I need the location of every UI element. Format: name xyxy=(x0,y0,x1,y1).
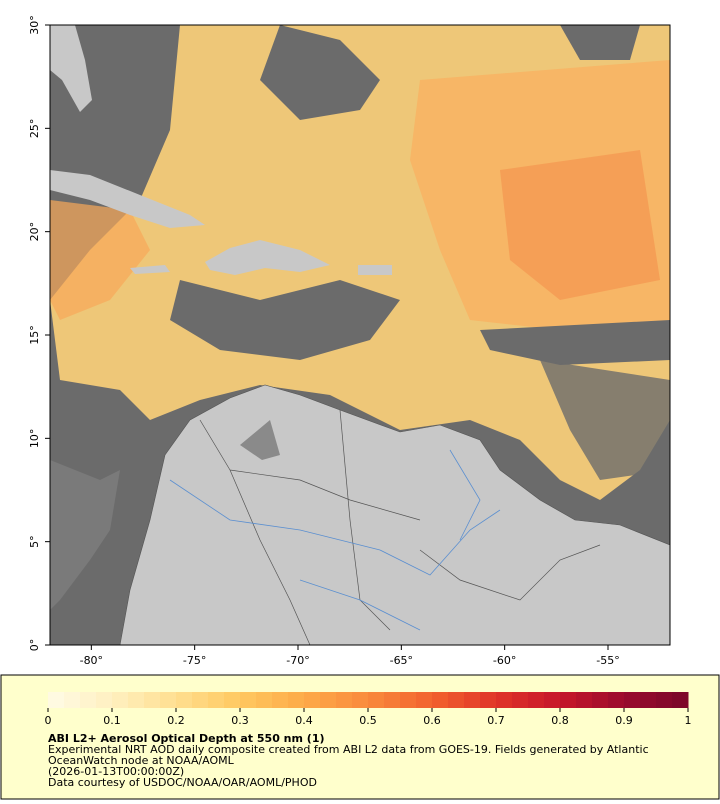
lake xyxy=(240,420,280,460)
colorbar-segment xyxy=(272,692,289,708)
x-tick-label: -70° xyxy=(286,654,309,667)
y-tick-label: 20° xyxy=(28,222,41,242)
colorbar-segment xyxy=(64,692,81,708)
colorbar-segment xyxy=(656,692,673,708)
colorbar-segment xyxy=(208,692,225,708)
colorbar-segment xyxy=(368,692,385,708)
land xyxy=(358,265,392,275)
land xyxy=(50,170,205,228)
y-tick-label: 25° xyxy=(28,119,41,139)
map xyxy=(49,24,671,646)
colorbar-tick-label: 0.3 xyxy=(231,714,249,727)
land xyxy=(50,460,120,610)
aerosol-haze xyxy=(50,200,150,320)
colorbar-segment xyxy=(592,692,609,708)
colorbar-tick-label: 0.5 xyxy=(359,714,377,727)
river xyxy=(169,449,501,631)
y-tick-label: 30° xyxy=(28,15,41,35)
y-tick-label: 10° xyxy=(28,429,41,449)
colorbar-tick-label: 0.8 xyxy=(551,714,569,727)
colorbar-segment xyxy=(128,692,145,708)
colorbar-tick-label: 0.1 xyxy=(103,714,121,727)
caption-line: Data courtesy of USDOC/NOAA/OAR/AOML/PHO… xyxy=(48,776,317,789)
colorbar-tick-label: 0.2 xyxy=(167,714,185,727)
colorbar: 0 0.1 0.2 0.3 0.4 0.5 0.6 0.7 0.8 0.9 1 xyxy=(45,692,692,727)
colorbar-segment xyxy=(576,692,593,708)
caption-line: (2026-01-13T00:00:00Z) xyxy=(48,765,184,778)
colorbar-segment xyxy=(384,692,401,708)
colorbar-segment xyxy=(176,692,193,708)
cloud xyxy=(560,25,640,60)
colorbar-segment xyxy=(608,692,625,708)
colorbar-segment xyxy=(256,692,273,708)
cloud xyxy=(540,360,670,480)
colorbar-tick-label: 0.4 xyxy=(295,714,313,727)
x-tick-label: -75° xyxy=(183,654,206,667)
colorbar-segment xyxy=(160,692,177,708)
colorbar-tick-label: 0.9 xyxy=(615,714,633,727)
colorbar-tick-label: 0 xyxy=(45,714,52,727)
colorbar-segment xyxy=(640,692,657,708)
y-tick-label: 0° xyxy=(28,639,41,652)
colorbar-segment xyxy=(624,692,641,708)
colorbar-segment xyxy=(400,692,417,708)
colorbar-segment xyxy=(560,692,577,708)
colorbar-segment xyxy=(80,692,97,708)
x-tick-label: -80° xyxy=(80,654,103,667)
colorbar-segment xyxy=(448,692,465,708)
colorbar-segment xyxy=(96,692,113,708)
colorbar-segment xyxy=(288,692,305,708)
y-tick-label: 5° xyxy=(28,535,41,548)
colorbar-segment xyxy=(432,692,449,708)
colorbar-segment xyxy=(544,692,561,708)
colorbar-segment xyxy=(48,692,65,708)
land xyxy=(205,240,330,275)
x-tick-label: -60° xyxy=(493,654,516,667)
colorbar-segment xyxy=(416,692,433,708)
colorbar-segment xyxy=(352,692,369,708)
colorbar-segment xyxy=(512,692,529,708)
colorbar-segment xyxy=(336,692,353,708)
colorbar-segment xyxy=(240,692,257,708)
land xyxy=(130,265,170,274)
colorbar-segment xyxy=(144,692,161,708)
cloud xyxy=(260,25,380,120)
colorbar-segment xyxy=(192,692,209,708)
caption-line: Experimental NRT AOD daily composite cre… xyxy=(48,743,649,756)
caption-title: ABI L2+ Aerosol Optical Depth at 550 nm … xyxy=(48,732,325,745)
land xyxy=(50,25,92,112)
colorbar-segment xyxy=(496,692,513,708)
caption-line: OceanWatch node at NOAA/AOML xyxy=(48,754,235,767)
colorbar-segment xyxy=(112,692,129,708)
colorbar-tick-label: 0.6 xyxy=(423,714,441,727)
x-tick-label: -55° xyxy=(596,654,619,667)
colorbar-tick-label: 1 xyxy=(685,714,692,727)
colorbar-segment xyxy=(224,692,241,708)
colorbar-segment xyxy=(528,692,545,708)
cloud xyxy=(170,280,400,360)
colorbar-segment xyxy=(320,692,337,708)
cloud xyxy=(480,320,670,365)
colorbar-segment xyxy=(480,692,497,708)
aerosol-haze xyxy=(500,150,660,300)
y-tick-label: 15° xyxy=(28,325,41,345)
colorbar-segment xyxy=(464,692,481,708)
x-tick-label: -65° xyxy=(390,654,413,667)
colorbar-tick-label: 0.7 xyxy=(487,714,505,727)
colorbar-segment xyxy=(672,692,689,708)
border xyxy=(199,409,601,646)
colorbar-segment xyxy=(304,692,321,708)
